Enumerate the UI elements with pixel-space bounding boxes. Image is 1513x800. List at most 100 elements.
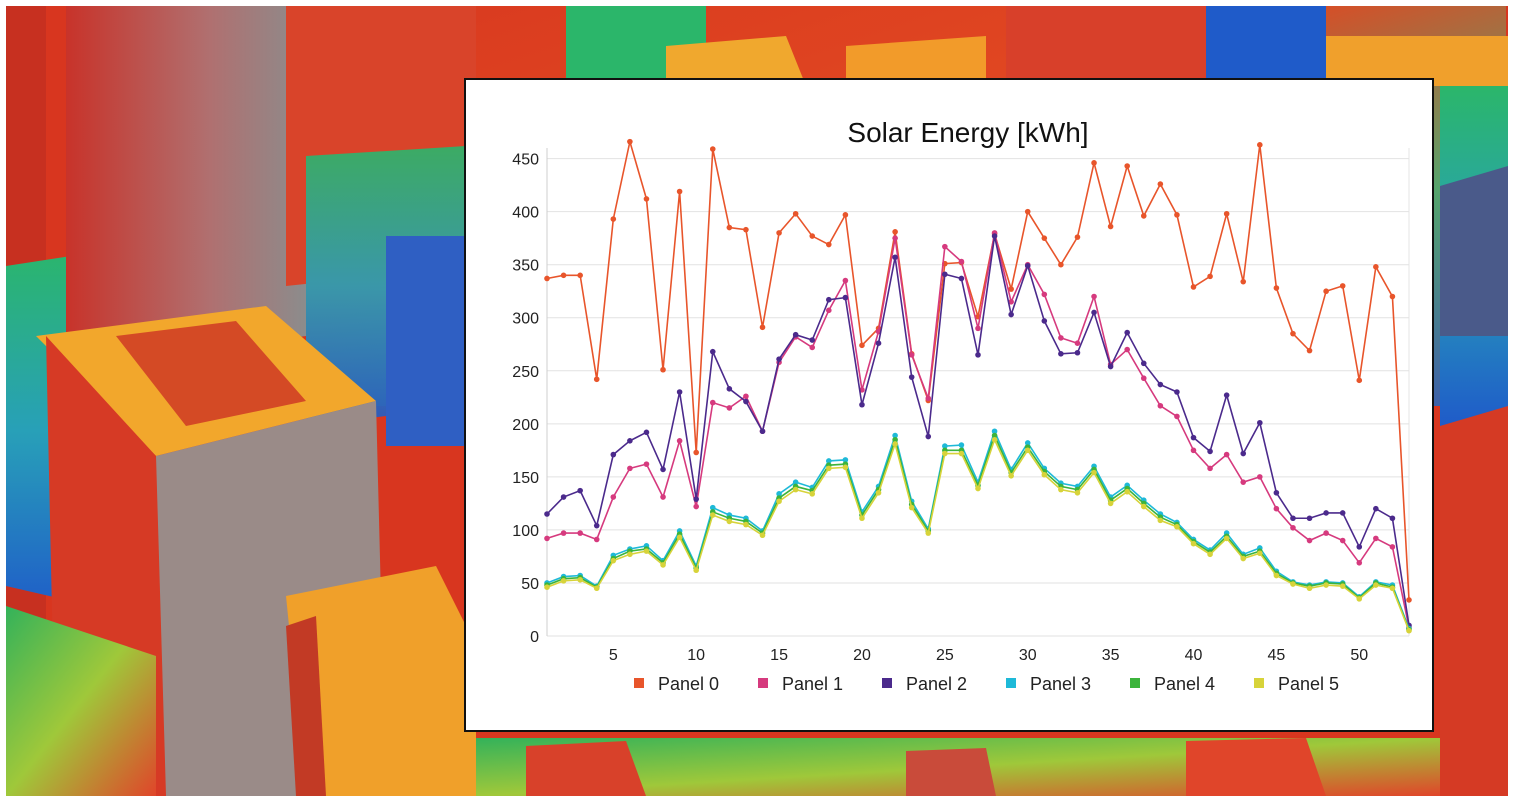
data-point (1207, 465, 1213, 472)
data-point (776, 356, 782, 362)
data-point (892, 441, 898, 447)
data-point (1174, 212, 1180, 218)
data-point (1041, 291, 1048, 298)
data-point (842, 457, 849, 463)
data-point (560, 272, 567, 279)
data-point (1240, 479, 1247, 485)
data-point (958, 258, 965, 265)
data-point (643, 196, 650, 202)
series-panel-0 (544, 138, 1412, 603)
data-point (1207, 273, 1213, 280)
data-point (826, 296, 832, 303)
y-tick-label: 150 (512, 470, 539, 487)
data-point (1223, 392, 1230, 398)
chart-legend: Panel 0 Panel 1 Panel 2 Panel 3 Panel 4 Panel… (634, 674, 1339, 694)
data-point (991, 428, 998, 435)
y-tick-label: 0 (530, 629, 539, 646)
data-point (1306, 515, 1313, 522)
data-point (1356, 596, 1363, 602)
data-point (1257, 419, 1263, 426)
data-point (759, 532, 766, 539)
data-point (1240, 278, 1247, 285)
data-point (610, 557, 617, 564)
data-point (1074, 489, 1081, 496)
data-point (1041, 235, 1048, 241)
data-point (826, 307, 832, 314)
data-point (1257, 550, 1263, 557)
data-point (1190, 447, 1197, 454)
data-point (627, 438, 633, 444)
series-line (546, 437, 1410, 631)
data-point (1091, 160, 1097, 166)
data-point (1373, 582, 1379, 588)
data-point (627, 551, 633, 558)
data-point (759, 428, 766, 435)
x-tick-label: 10 (687, 647, 705, 664)
data-point (809, 491, 816, 497)
data-point (908, 374, 915, 380)
x-tick-label: 5 (609, 647, 618, 664)
series-panel-2 (544, 233, 1412, 629)
data-point (1008, 299, 1014, 305)
data-point (958, 450, 965, 457)
data-point (1058, 351, 1064, 357)
data-point (1124, 488, 1130, 495)
x-tick-label: 35 (1102, 647, 1120, 664)
data-point (660, 494, 666, 500)
data-point (1091, 293, 1097, 300)
data-point (942, 271, 948, 278)
data-point (1140, 375, 1147, 382)
solar-energy-chart: Solar Energy [kWh] 0 50 100 150 200 250 300 350… (464, 78, 1434, 732)
y-tick-label: 50 (521, 576, 539, 593)
data-point (809, 233, 816, 239)
data-point (693, 496, 699, 502)
data-point (1190, 434, 1197, 441)
data-point (842, 212, 849, 218)
data-point (826, 465, 832, 472)
data-point (709, 504, 716, 511)
data-point (1074, 234, 1081, 240)
data-point (1008, 311, 1014, 318)
legend-label: Panel 1 (782, 674, 843, 694)
data-point (743, 521, 749, 528)
y-tick-label: 450 (512, 152, 539, 169)
data-point (544, 275, 550, 282)
series-panel-1 (544, 230, 1412, 631)
data-point (809, 344, 816, 351)
data-point (709, 512, 716, 518)
data-point (892, 436, 898, 443)
data-point (1240, 450, 1247, 457)
data-point (1207, 551, 1213, 558)
data-point (643, 429, 650, 436)
data-point (1406, 597, 1412, 603)
data-point (1091, 309, 1097, 316)
data-point (1323, 288, 1329, 295)
data-point (1290, 524, 1296, 531)
legend-swatch (1006, 678, 1016, 688)
data-point (975, 352, 981, 358)
data-point (826, 458, 832, 464)
data-point (1041, 471, 1048, 478)
data-point (593, 536, 600, 543)
data-point (1074, 340, 1081, 347)
legend-label: Panel 5 (1278, 674, 1339, 694)
data-point (1373, 535, 1379, 542)
data-point (908, 352, 915, 358)
series-panel-5 (544, 436, 1412, 634)
data-point (726, 224, 733, 231)
data-point (709, 348, 716, 355)
data-point (1124, 329, 1130, 336)
data-point (1024, 447, 1031, 454)
data-point (1290, 515, 1296, 522)
legend-label: Panel 0 (658, 674, 719, 694)
data-point (693, 567, 699, 574)
data-point (1190, 284, 1197, 290)
data-point (792, 331, 799, 338)
data-point (1389, 544, 1396, 550)
data-point (1356, 377, 1363, 384)
data-point (1273, 489, 1280, 496)
data-point (1174, 523, 1180, 530)
chart-axes: 0 50 100 150 200 250 300 350 400 450 5 10 15 20 25 30 35… (512, 148, 1410, 664)
y-tick-label: 100 (512, 523, 539, 540)
data-point (1290, 330, 1296, 337)
